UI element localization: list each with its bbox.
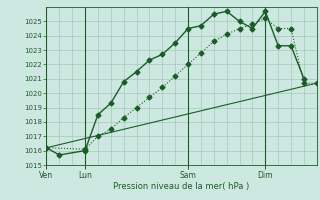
X-axis label: Pression niveau de la mer( hPa ): Pression niveau de la mer( hPa ) — [114, 182, 250, 191]
